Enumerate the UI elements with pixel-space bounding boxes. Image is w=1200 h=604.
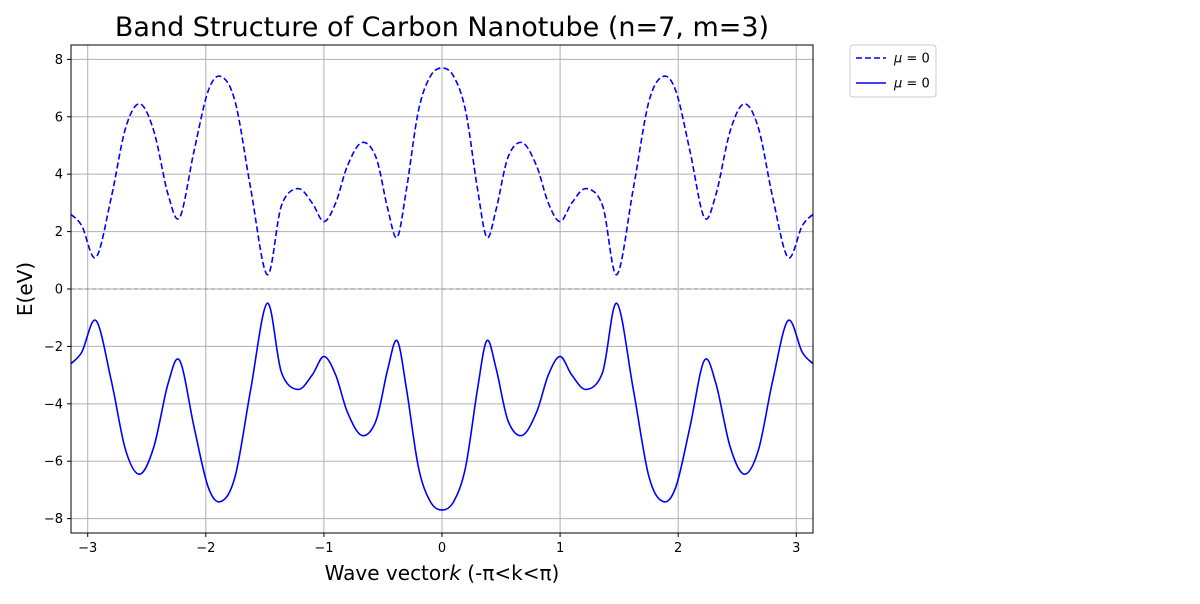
- x-tick-label: −1: [314, 541, 333, 556]
- legend-rest-solid: = 0: [902, 77, 929, 92]
- x-tick-label: 2: [674, 541, 682, 556]
- y-tick-label: −6: [44, 455, 63, 470]
- x-axis-label-suffix: (-π<k<π): [461, 561, 559, 585]
- x-axis-label: Wave vectork (-π<k<π): [325, 561, 560, 585]
- x-tick-label: 3: [792, 541, 800, 556]
- y-axis-label: E(eV): [13, 262, 37, 316]
- y-tick-label: −2: [44, 340, 63, 355]
- y-tick-label: 4: [55, 168, 63, 183]
- legend-entry-dashed: μ = 0: [856, 52, 930, 67]
- y-tick-label: 2: [55, 225, 63, 240]
- legend-symbol-dashed: μ: [893, 52, 902, 67]
- legend-symbol-solid: μ: [893, 77, 902, 92]
- y-tick-label: 6: [55, 110, 63, 125]
- legend: μ = 0 μ = 0: [849, 44, 937, 98]
- grid: [71, 45, 813, 533]
- x-tick-label: −3: [78, 541, 97, 556]
- legend-box: [849, 44, 937, 98]
- x-ticks: −3 −2 −1 0 1 2 3: [78, 533, 800, 556]
- y-ticks: −8 −6 −4 −2 0 2 4 6 8: [44, 53, 71, 527]
- legend-rest-dashed: = 0: [902, 52, 929, 67]
- y-tick-label: 8: [55, 53, 63, 68]
- chart-title: Band Structure of Carbon Nanotube (n=7, …: [115, 12, 769, 43]
- y-tick-label: −4: [44, 397, 63, 412]
- series-conduction-dashed: [71, 67, 813, 276]
- x-tick-label: −2: [196, 541, 215, 556]
- series-group: [71, 67, 813, 511]
- x-axis-label-italic: k: [449, 561, 462, 585]
- legend-label-solid: μ = 0: [893, 77, 930, 92]
- series-valence-solid: [71, 302, 813, 511]
- legend-entry-solid: μ = 0: [856, 77, 930, 92]
- x-tick-label: 0: [438, 541, 446, 556]
- y-tick-label: −8: [44, 512, 63, 527]
- legend-label-dashed: μ = 0: [893, 52, 930, 67]
- x-tick-label: 1: [556, 541, 564, 556]
- y-tick-label: 0: [55, 283, 63, 298]
- x-axis-label-main: Wave vector: [325, 561, 450, 585]
